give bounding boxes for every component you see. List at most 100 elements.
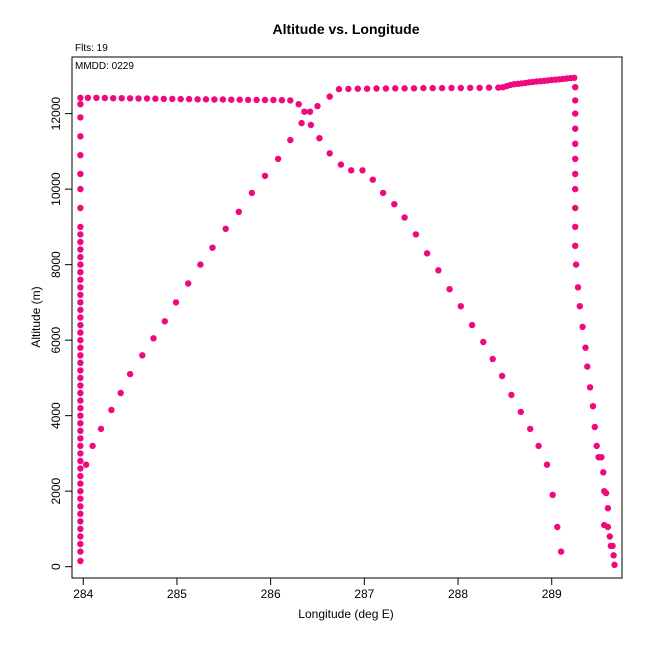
data-point xyxy=(363,85,371,92)
data-point xyxy=(278,97,286,104)
data-point xyxy=(222,225,229,232)
data-point xyxy=(610,552,617,559)
data-point xyxy=(77,420,84,427)
data-point xyxy=(77,170,84,178)
x-tick-label: 288 xyxy=(448,587,468,601)
data-point xyxy=(77,344,84,351)
data-point xyxy=(476,84,483,92)
y-tick-label: 4000 xyxy=(49,402,63,429)
data-point xyxy=(219,96,227,103)
data-point xyxy=(209,244,216,251)
data-point xyxy=(549,491,556,499)
data-point xyxy=(495,84,502,91)
data-point xyxy=(301,108,308,115)
data-point xyxy=(600,469,607,476)
data-point xyxy=(314,102,321,110)
data-point xyxy=(77,427,84,434)
data-point xyxy=(77,480,84,487)
data-point xyxy=(326,150,333,157)
data-point xyxy=(572,155,579,163)
y-axis-label: Altitude (m) xyxy=(29,286,43,347)
data-point xyxy=(348,167,355,174)
data-point xyxy=(602,489,610,497)
y-tick-label: 0 xyxy=(49,563,63,570)
data-point xyxy=(77,299,84,306)
data-point xyxy=(261,96,269,104)
data-point xyxy=(77,510,84,517)
data-point xyxy=(572,261,580,268)
data-point xyxy=(244,96,252,104)
data-point xyxy=(248,189,256,197)
data-point xyxy=(261,172,269,180)
data-point xyxy=(287,97,294,104)
data-point xyxy=(110,95,117,102)
data-point xyxy=(77,291,84,298)
data-point xyxy=(77,337,84,344)
data-point xyxy=(543,461,551,468)
data-point xyxy=(89,442,96,450)
data-point xyxy=(457,303,464,310)
data-point xyxy=(298,119,305,127)
data-point xyxy=(77,114,84,121)
data-point xyxy=(489,355,496,363)
data-point xyxy=(572,84,579,91)
data-point xyxy=(604,523,612,531)
data-point xyxy=(197,261,204,268)
data-point xyxy=(77,133,84,140)
data-point xyxy=(97,425,105,433)
data-point xyxy=(77,246,84,253)
data-point xyxy=(77,525,84,533)
data-point xyxy=(274,155,282,163)
data-point xyxy=(508,391,515,399)
data-point xyxy=(77,352,84,359)
data-point xyxy=(572,242,579,249)
data-point xyxy=(429,84,436,92)
data-point xyxy=(236,96,243,103)
data-point xyxy=(93,94,100,102)
data-point xyxy=(423,250,431,257)
data-point xyxy=(202,96,210,103)
data-point xyxy=(572,125,579,132)
data-point xyxy=(306,108,314,115)
data-point xyxy=(77,389,84,397)
data-point xyxy=(77,397,84,404)
data-point xyxy=(584,363,591,370)
data-point xyxy=(401,214,408,221)
data-point xyxy=(77,321,84,329)
data-point xyxy=(574,284,582,291)
y-tick-label: 12000 xyxy=(49,97,63,131)
data-point xyxy=(480,338,487,346)
data-point xyxy=(160,95,167,103)
data-point xyxy=(235,208,242,215)
x-tick-label: 284 xyxy=(73,587,93,601)
data-point xyxy=(169,95,176,103)
data-point xyxy=(435,267,442,274)
data-point xyxy=(345,85,352,93)
data-point xyxy=(382,85,390,92)
data-point xyxy=(498,372,506,380)
data-point xyxy=(77,94,84,102)
data-point xyxy=(295,101,302,108)
x-tick-label: 286 xyxy=(261,587,281,601)
data-point xyxy=(457,84,464,92)
data-point xyxy=(571,74,578,82)
data-point xyxy=(359,167,366,174)
data-point xyxy=(572,170,579,178)
data-point xyxy=(572,223,579,231)
data-point xyxy=(77,435,84,442)
data-point xyxy=(611,561,618,568)
data-point xyxy=(77,231,84,238)
data-point xyxy=(527,425,534,433)
data-point xyxy=(591,423,598,431)
data-point xyxy=(135,95,142,102)
data-point xyxy=(77,276,84,283)
data-point xyxy=(316,135,323,142)
data-point xyxy=(77,359,84,366)
data-point xyxy=(77,185,84,193)
data-point xyxy=(535,442,542,450)
data-point xyxy=(572,185,579,193)
data-point xyxy=(126,95,134,102)
data-point xyxy=(391,201,398,208)
data-point xyxy=(108,406,115,414)
y-axis: 0 2000 4000 6000 8000 10000 12000 xyxy=(49,97,73,570)
